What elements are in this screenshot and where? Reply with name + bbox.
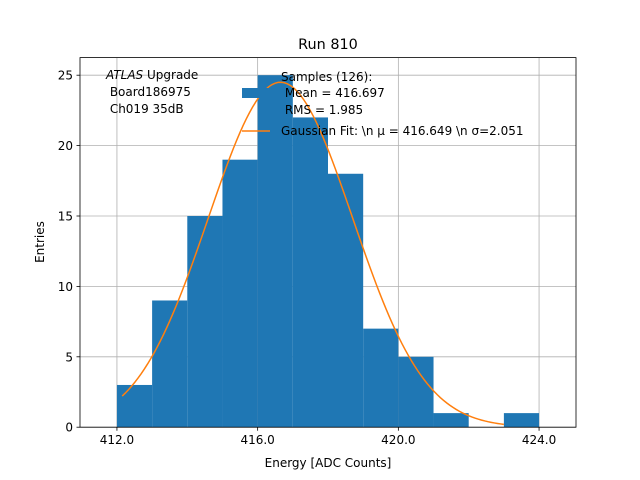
y-tick-label: 0	[65, 421, 73, 435]
histogram-bar	[257, 75, 293, 428]
annotation-board: Board186975	[106, 85, 191, 99]
legend-hist-line2: Mean = 416.697	[281, 86, 385, 100]
atlas-annotation: ATLAS Upgrade Board186975 Ch019 35dB	[105, 68, 198, 116]
y-axis-label: Entries	[33, 221, 47, 263]
chart-title: Run 810	[298, 37, 358, 53]
histogram-bar	[116, 384, 153, 428]
histogram-bar	[363, 328, 399, 428]
y-tick-label: 20	[58, 139, 73, 153]
x-tick-label: 420.0	[381, 433, 415, 447]
histogram-bar	[503, 413, 540, 428]
svg-text:ATLAS Upgrade: ATLAS Upgrade	[105, 68, 198, 82]
plot-frame	[79, 57, 577, 428]
x-tick-label: 416.0	[240, 433, 274, 447]
legend-hist-line3: RMS = 1.985	[281, 103, 363, 117]
legend-fit-label: Gaussian Fit: \n μ = 416.649 \n σ=2.051	[281, 124, 524, 138]
annotation-atlas: ATLAS	[105, 68, 144, 82]
histogram-bars	[116, 75, 540, 428]
legend: Samples (126): Mean = 416.697 RMS = 1.98…	[242, 70, 524, 138]
histogram-bar	[328, 173, 364, 428]
y-tick-label: 5	[65, 350, 73, 364]
histogram-bar	[292, 117, 328, 428]
y-tick-label: 15	[58, 210, 73, 224]
annotation-channel: Ch019 35dB	[106, 102, 184, 116]
axis-ticks: 412.0 416.0 420.0 424.0 0 5 10 15 20 25	[58, 69, 557, 448]
fit-layer	[121, 81, 504, 426]
y-tick-label: 25	[58, 69, 73, 83]
legend-hist-line1: Samples (126):	[281, 70, 372, 84]
x-tick-label: 412.0	[100, 433, 134, 447]
histogram-bar	[187, 216, 223, 428]
histogram-bar	[222, 159, 258, 428]
x-axis-label: Energy [ADC Counts]	[265, 456, 392, 470]
annotation-upgrade: Upgrade	[143, 68, 198, 82]
gaussian-fit-curve	[121, 81, 504, 426]
histogram-bar	[433, 413, 469, 428]
y-tick-label: 10	[58, 280, 73, 294]
legend-hist-swatch	[242, 88, 270, 98]
x-tick-label: 424.0	[522, 433, 556, 447]
